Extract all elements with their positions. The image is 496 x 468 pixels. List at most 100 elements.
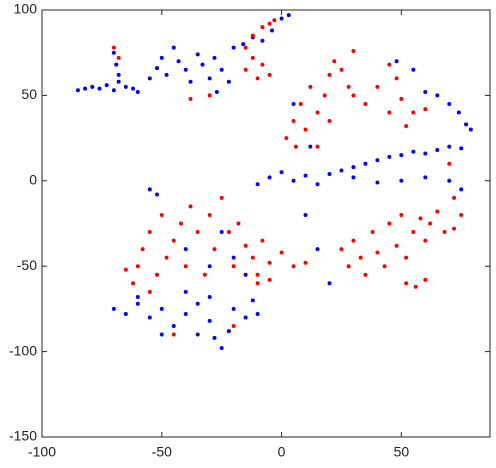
- point: [351, 48, 356, 53]
- point: [183, 289, 188, 294]
- point: [351, 175, 356, 180]
- point: [346, 264, 351, 269]
- point: [308, 144, 313, 149]
- point: [399, 96, 404, 101]
- point: [387, 110, 392, 115]
- point: [394, 59, 399, 64]
- point: [123, 84, 128, 89]
- point: [387, 154, 392, 159]
- point: [226, 230, 231, 235]
- point: [303, 173, 308, 178]
- point: [114, 62, 119, 67]
- point: [135, 301, 140, 306]
- point: [207, 318, 212, 323]
- point: [339, 67, 344, 72]
- point: [241, 42, 246, 47]
- point: [375, 250, 380, 255]
- point: [183, 247, 188, 252]
- point: [269, 28, 274, 33]
- point: [135, 264, 140, 269]
- point: [90, 84, 95, 89]
- point: [231, 264, 236, 269]
- point: [291, 101, 296, 106]
- point: [116, 55, 121, 60]
- point: [279, 170, 284, 175]
- point: [260, 62, 265, 67]
- point: [250, 33, 255, 38]
- point: [207, 93, 212, 98]
- point: [171, 323, 176, 328]
- point: [452, 195, 457, 200]
- point: [363, 272, 368, 277]
- point: [404, 124, 409, 129]
- point: [423, 107, 428, 112]
- point: [226, 79, 231, 84]
- x-tick-label: -50: [152, 444, 172, 460]
- point: [236, 221, 241, 226]
- point: [171, 332, 176, 337]
- point: [332, 59, 337, 64]
- y-tick-label: -150: [9, 428, 37, 444]
- point: [214, 89, 219, 94]
- point: [207, 264, 212, 269]
- point: [207, 294, 212, 299]
- y-tick-label: 100: [14, 1, 38, 17]
- point: [260, 38, 265, 43]
- point: [97, 86, 102, 91]
- point: [147, 315, 152, 320]
- point: [423, 238, 428, 243]
- point: [164, 255, 169, 260]
- point: [188, 79, 193, 84]
- point: [435, 93, 440, 98]
- point: [442, 230, 447, 235]
- point: [279, 250, 284, 255]
- point: [255, 272, 260, 277]
- point: [399, 212, 404, 217]
- point: [212, 335, 217, 340]
- point: [178, 221, 183, 226]
- point: [147, 76, 152, 81]
- point: [255, 76, 260, 81]
- point: [375, 158, 380, 163]
- point: [219, 67, 224, 72]
- point: [135, 89, 140, 94]
- point: [267, 21, 272, 26]
- point: [382, 264, 387, 269]
- point: [231, 255, 236, 260]
- point: [83, 86, 88, 91]
- point: [116, 72, 121, 77]
- point: [267, 260, 272, 265]
- point: [219, 195, 224, 200]
- point: [346, 84, 351, 89]
- point: [231, 306, 236, 311]
- point: [250, 298, 255, 303]
- point: [159, 55, 164, 60]
- point: [164, 72, 169, 77]
- point: [272, 18, 277, 23]
- point: [159, 306, 164, 311]
- point: [435, 209, 440, 214]
- point: [315, 110, 320, 115]
- point: [267, 277, 272, 282]
- point: [303, 260, 308, 265]
- point: [423, 277, 428, 282]
- point: [195, 52, 200, 57]
- point: [327, 72, 332, 77]
- point: [308, 84, 313, 89]
- x-tick-label: 0: [278, 444, 286, 460]
- point: [411, 230, 416, 235]
- point: [315, 182, 320, 187]
- point: [423, 89, 428, 94]
- point: [219, 346, 224, 351]
- point: [267, 72, 272, 77]
- point: [468, 127, 473, 132]
- point: [195, 230, 200, 235]
- point: [111, 45, 116, 50]
- point: [255, 312, 260, 317]
- point: [298, 101, 303, 106]
- point: [255, 281, 260, 286]
- point: [195, 301, 200, 306]
- point: [339, 247, 344, 252]
- point: [447, 178, 452, 183]
